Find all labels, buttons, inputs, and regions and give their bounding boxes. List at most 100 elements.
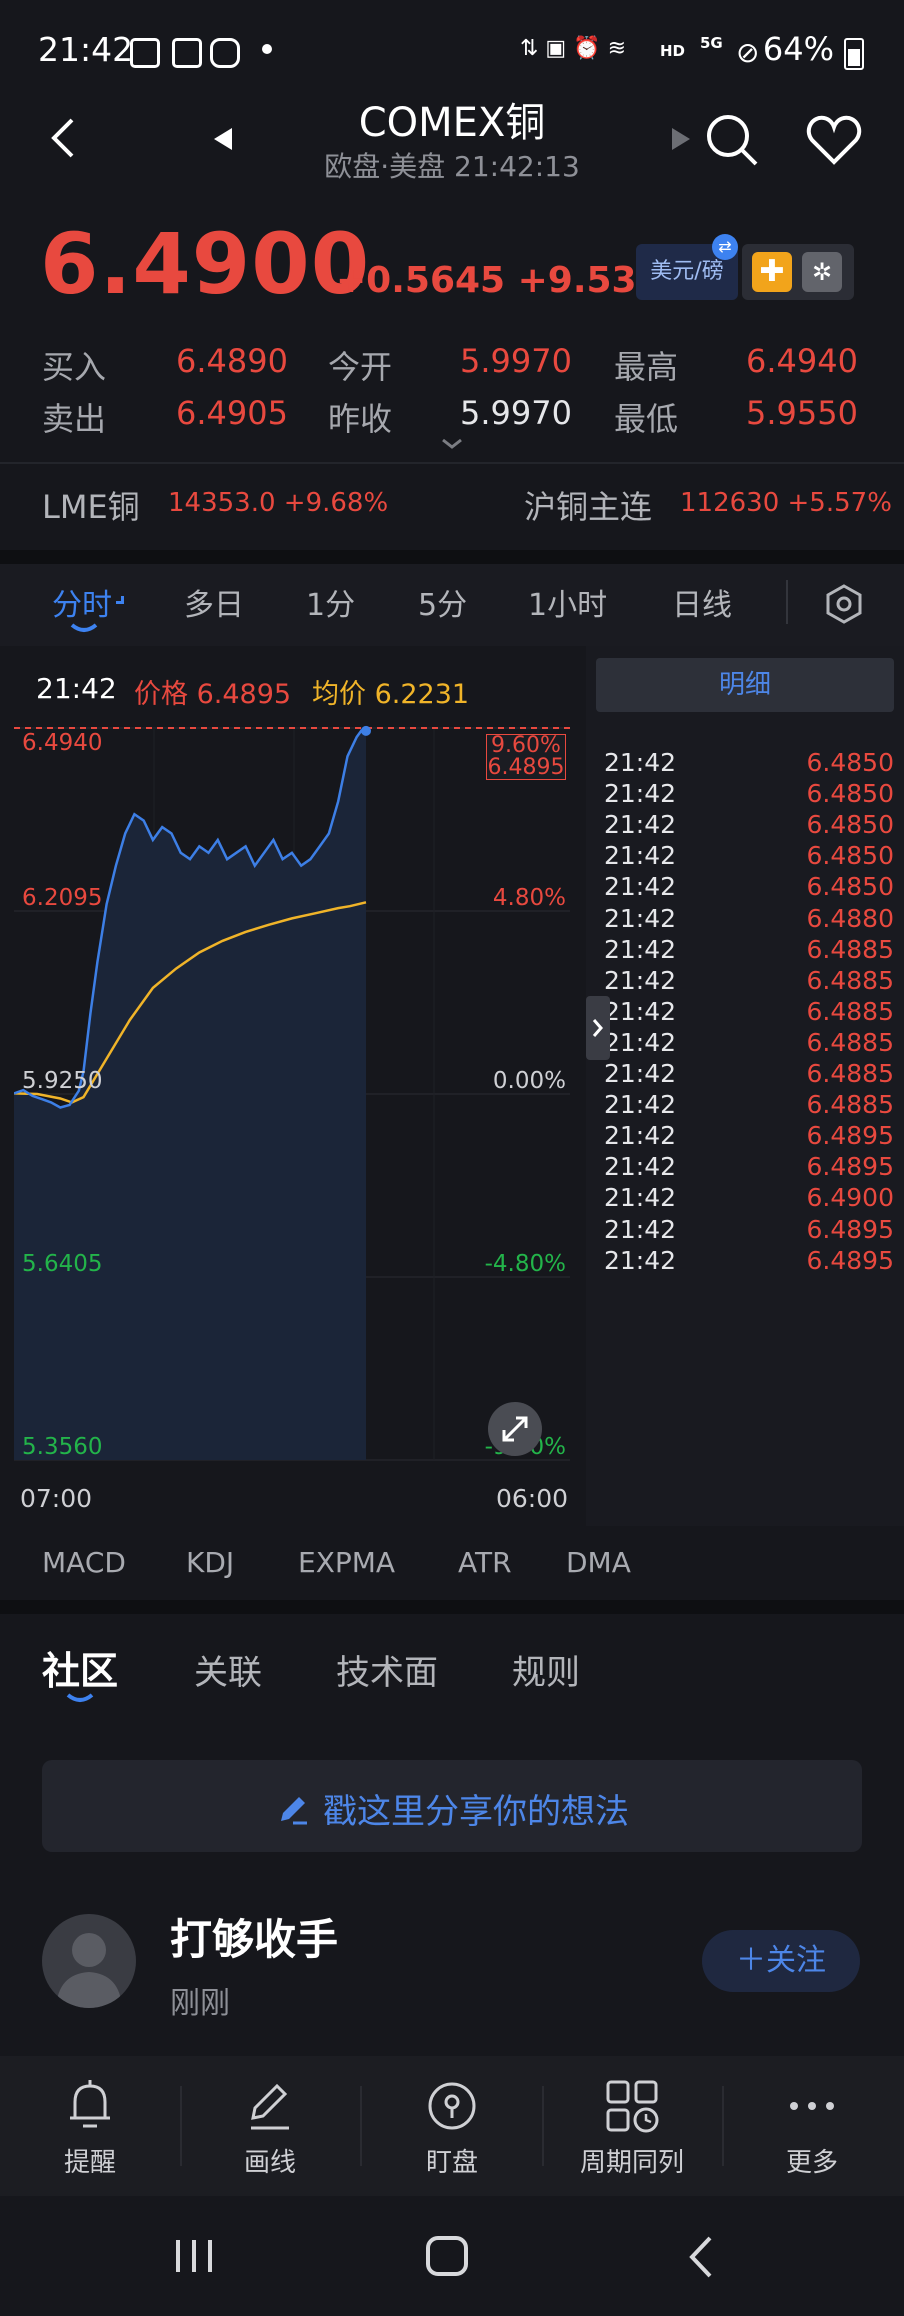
trade-detail-panel (586, 646, 904, 1526)
dot-icon (262, 44, 272, 54)
detail-row: 21:42 6.4850 (604, 810, 894, 850)
chart-settings-button[interactable] (824, 584, 864, 628)
back-button[interactable] (48, 114, 78, 166)
nav-more[interactable]: 更多 (722, 2076, 902, 2179)
tab-1hour[interactable]: 1小时 (528, 588, 608, 623)
next-instrument-button[interactable] (670, 126, 692, 156)
follow-button[interactable]: ＋关注 (702, 1930, 860, 1992)
related-lme-value[interactable]: 14353.0 +9.68% (168, 488, 389, 518)
detail-row: 21:42 6.4895 (604, 1152, 894, 1192)
tab-1min[interactable]: 1分 (306, 588, 356, 623)
related-sh-name[interactable]: 沪铜主连 (524, 488, 653, 526)
home-icon (426, 2236, 468, 2276)
chart-app-icon (130, 38, 160, 68)
detail-row-price: 6.4885 (806, 1059, 894, 1088)
detail-row: 21:42 6.4895 (604, 1121, 894, 1161)
y-tick-left: 6.2095 (22, 885, 102, 911)
detail-row-price: 6.4850 (806, 841, 894, 871)
detail-row-time: 21:42 (604, 841, 677, 871)
expand-chevron-button[interactable] (440, 436, 464, 455)
high-label: 最高 (614, 348, 679, 386)
heart-icon (806, 115, 862, 165)
marker-price: 6.4895 (487, 755, 565, 780)
price-line (14, 729, 367, 1109)
detail-row-price: 6.4850 (806, 872, 894, 902)
post-username[interactable]: 打够收手 (170, 1915, 339, 1964)
crosshair-price: 价格 6.4895 (134, 679, 292, 710)
back-arrow-icon (51, 118, 74, 158)
detail-row: 21:42 6.4895 (604, 1246, 894, 1286)
recent-apps-button[interactable] (172, 2236, 216, 2280)
indicator-dma[interactable]: DMA (566, 1546, 631, 1579)
bottom-toolbar: 提醒 画线 盯盘 周期同列 更多 (0, 2056, 904, 2196)
post-input-box[interactable]: 戳这里分享你的想法 (42, 1760, 862, 1852)
pen-icon (251, 2083, 289, 2130)
detail-row-price: 6.4880 (806, 903, 894, 933)
tab-rules[interactable]: 规则 (512, 1653, 580, 1693)
check-icon (210, 38, 240, 68)
related-sh-value[interactable]: 112630 +5.57% (680, 488, 892, 518)
search-button[interactable] (704, 112, 760, 172)
battery-icon (844, 38, 864, 70)
detail-header[interactable]: 明细 (596, 658, 894, 712)
last-price-dot (361, 725, 371, 736)
crosshair-time: 21:42 (36, 672, 117, 705)
triangle-right-icon (672, 128, 690, 150)
detail-row: 21:42 6.4885 (604, 997, 894, 1037)
detail-row-price: 6.4895 (806, 1245, 894, 1275)
indicator-atr[interactable]: ATR (458, 1546, 512, 1579)
nav-draw-label: 画线 (243, 2148, 296, 2178)
related-lme-name[interactable]: LME铜 (42, 488, 140, 526)
low-label: 最低 (614, 400, 679, 438)
detail-row-time: 21:42 (604, 1027, 677, 1057)
nav-draw[interactable]: 画线 (180, 2076, 360, 2179)
target-icon (428, 2082, 476, 2130)
settings-badge-icon[interactable]: ✲ (802, 252, 842, 292)
more-dots-icon (790, 2102, 834, 2110)
collapse-panel-button[interactable] (586, 996, 610, 1060)
detail-row-time: 21:42 (604, 1183, 677, 1213)
period-tab-bar (0, 564, 904, 646)
grid-clock-icon (606, 2080, 659, 2133)
intraday-chart[interactable]: 6.4940 6.2095 4.80% 5.9250 0.00% 5.6405 -4.80%… (14, 724, 570, 1476)
ask-label: 卖出 (42, 400, 107, 438)
tab-intraday[interactable]: 分时 (52, 588, 112, 623)
tab-related[interactable]: 关联 (194, 1653, 262, 1693)
favorite-button[interactable] (806, 114, 862, 170)
ask-value: 6.4905 (176, 394, 288, 432)
tab-community[interactable]: 社区 (42, 1649, 119, 1693)
tab-dropdown-icon (116, 596, 124, 604)
y-tick-left: 5.6405 (22, 1251, 102, 1277)
tab-indicator (70, 620, 98, 639)
tab-daily[interactable]: 日线 (672, 588, 732, 623)
indicator-expma[interactable]: EXPMA (298, 1546, 396, 1579)
nav-multi-period[interactable]: 周期同列 (542, 2076, 722, 2179)
market-session: 欧盘·美盘 21:42:13 (324, 150, 580, 183)
detail-row-time: 21:42 (604, 1214, 677, 1244)
avatar[interactable] (42, 1914, 136, 2008)
plus-badge-icon[interactable]: ✚ (752, 252, 792, 292)
tool-icons[interactable]: ✚ ✲ (742, 244, 854, 300)
detail-row-time: 21:42 (604, 1090, 677, 1120)
indicator-kdj[interactable]: KDJ (186, 1546, 235, 1579)
hexagon-settings-icon (826, 584, 862, 624)
status-icons: ⇅ ▣ ⏰ ≋ (520, 36, 627, 61)
chevron-down-icon (442, 438, 462, 449)
tab-technical[interactable]: 技术面 (336, 1653, 438, 1693)
nav-alert[interactable]: 提醒 (0, 2076, 180, 2179)
fullscreen-button[interactable] (488, 1402, 542, 1456)
prev-instrument-button[interactable] (212, 126, 234, 156)
nav-watch[interactable]: 盯盘 (362, 2076, 542, 2179)
home-button[interactable] (424, 2234, 470, 2282)
nav-watch-label: 盯盘 (425, 2148, 478, 2178)
detail-row-time: 21:42 (604, 934, 677, 964)
plus-icon: ＋ (736, 1943, 766, 1978)
price-area-fill (14, 730, 366, 1460)
indicator-macd[interactable]: MACD (42, 1546, 126, 1579)
tab-5min[interactable]: 5分 (418, 588, 468, 623)
system-back-button[interactable] (686, 2234, 716, 2284)
tab-multi-day[interactable]: 多日 (184, 588, 244, 623)
dnd-icon: ⊘ (736, 36, 760, 69)
detail-row-price: 6.4900 (806, 1183, 894, 1213)
y-tick-right: -4.80% (485, 1251, 566, 1277)
